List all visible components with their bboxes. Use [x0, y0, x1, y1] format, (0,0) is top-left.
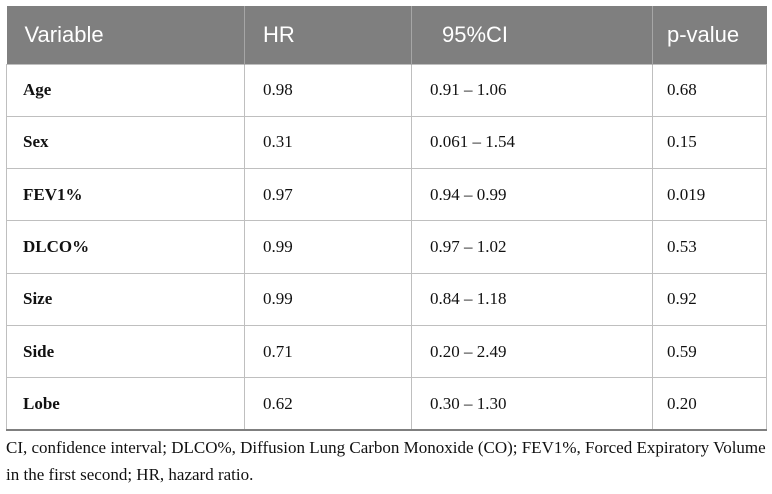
header-p-value: p-value [652, 6, 767, 64]
table-row: Side 0.71 0.20 – 2.49 0.59 [6, 324, 767, 379]
table-row: Sex 0.31 0.061 – 1.54 0.15 [6, 115, 767, 170]
cell-hr: 0.99 [244, 220, 412, 274]
cell-95ci: 0.94 – 0.99 [411, 168, 653, 222]
cell-hr: 0.97 [244, 168, 412, 222]
cell-95ci: 0.20 – 2.49 [411, 324, 653, 379]
hazard-ratio-table: Variable HR 95%CI p-value Age 0.98 0.91 – … [6, 6, 767, 432]
table-row: FEV1% 0.97 0.94 – 0.99 0.019 [6, 168, 767, 222]
table-header: Variable HR 95%CI p-value [6, 6, 767, 64]
cell-p-value: 0.92 [652, 272, 767, 326]
cell-p-value: 0.68 [652, 63, 767, 117]
cell-95ci: 0.97 – 1.02 [411, 220, 653, 274]
cell-variable: DLCO% [6, 220, 245, 274]
cell-variable: Side [6, 324, 245, 379]
cell-95ci: 0.30 – 1.30 [411, 377, 653, 432]
table-body: Age 0.98 0.91 – 1.06 0.68 Sex 0.31 0.061 – 1.5… [6, 63, 767, 432]
header-row: Variable HR 95%CI p-value [6, 6, 767, 64]
results-table-container: Variable HR 95%CI p-value Age 0.98 0.91 – … [6, 6, 767, 432]
cell-variable: FEV1% [6, 168, 245, 222]
cell-hr: 0.31 [244, 115, 412, 170]
cell-hr: 0.98 [244, 63, 412, 117]
cell-variable: Sex [6, 115, 245, 170]
table-row: Age 0.98 0.91 – 1.06 0.68 [6, 63, 767, 117]
cell-95ci: 0.061 – 1.54 [411, 115, 653, 170]
header-95ci: 95%CI [411, 6, 653, 64]
header-variable: Variable [24, 21, 104, 47]
cell-95ci: 0.91 – 1.06 [411, 63, 653, 117]
header-hr: HR [244, 6, 412, 64]
cell-variable: Size [6, 272, 245, 326]
cell-variable: Age [6, 63, 245, 117]
cell-p-value: 0.59 [652, 324, 767, 379]
cell-hr: 0.71 [244, 324, 412, 379]
cell-p-value: 0.15 [652, 115, 767, 170]
table-footnote: CI, confidence interval; DLCO%, Diffusio… [6, 438, 766, 484]
cell-p-value: 0.53 [652, 220, 767, 274]
table-row: DLCO% 0.99 0.97 – 1.02 0.53 [6, 220, 767, 274]
cell-p-value: 0.20 [652, 377, 767, 432]
cell-p-value: 0.019 [652, 168, 767, 222]
table-row: Lobe 0.62 0.30 – 1.30 0.20 [6, 377, 767, 432]
cell-95ci: 0.84 – 1.18 [411, 272, 653, 326]
table-row: Size 0.99 0.84 – 1.18 0.92 [6, 272, 767, 326]
cell-variable: Lobe [6, 377, 245, 432]
cell-hr: 0.62 [244, 377, 412, 432]
cell-hr: 0.99 [244, 272, 412, 326]
